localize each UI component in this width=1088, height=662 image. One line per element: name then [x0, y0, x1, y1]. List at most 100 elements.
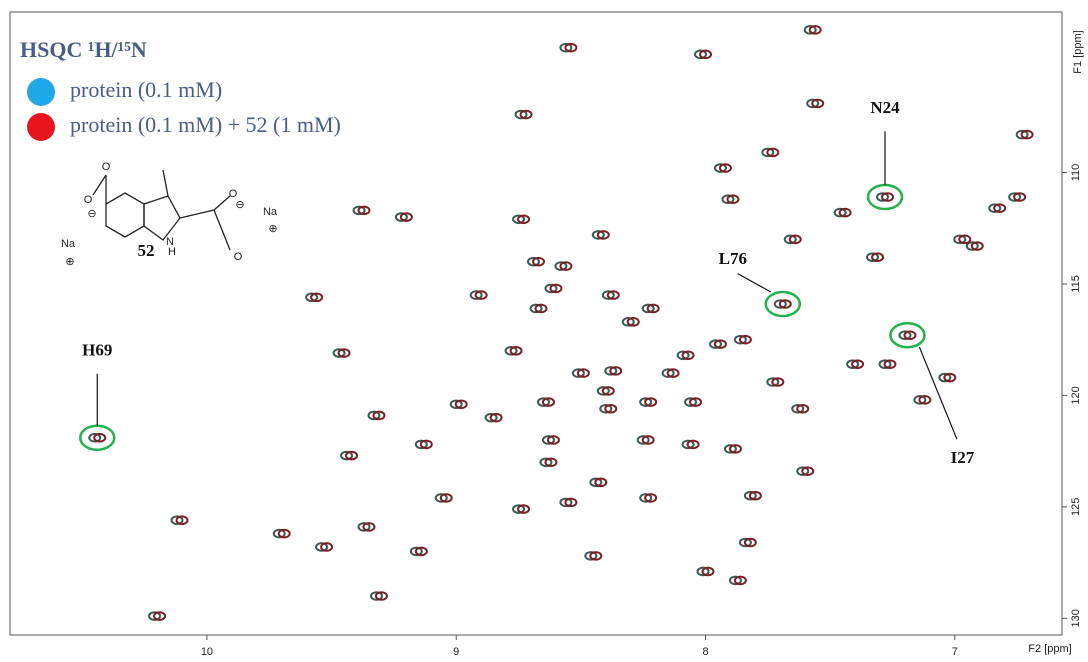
x-axis-label: F2 [ppm] — [1028, 643, 1071, 655]
peak — [918, 395, 932, 405]
peak — [414, 546, 428, 557]
peak — [958, 234, 972, 245]
peak — [883, 359, 897, 369]
peak — [564, 497, 578, 508]
peak — [644, 397, 658, 407]
peak — [681, 350, 695, 361]
peak — [601, 290, 615, 300]
annotation-label: N24 — [870, 98, 900, 117]
peak — [726, 194, 740, 205]
peak — [541, 397, 555, 407]
peak — [733, 575, 747, 586]
peak — [1013, 192, 1027, 202]
peak — [604, 403, 618, 414]
peak — [596, 230, 610, 240]
peak — [871, 252, 885, 262]
molecule-skeleton — [92, 169, 231, 251]
peak — [733, 334, 747, 345]
annotation-circle — [79, 424, 116, 451]
peak — [766, 377, 780, 387]
peak — [517, 504, 531, 514]
peak — [509, 346, 523, 356]
x-tick-label: 10 — [201, 646, 213, 657]
peak — [409, 546, 423, 557]
peak — [474, 290, 488, 300]
peak — [469, 290, 483, 300]
peak — [559, 497, 573, 508]
annotation-label: I27 — [951, 448, 975, 467]
peak — [639, 397, 653, 407]
peak — [808, 25, 822, 35]
atom-label: Na — [263, 206, 278, 218]
peak — [414, 439, 428, 450]
peak — [1008, 192, 1022, 202]
peak — [277, 528, 291, 539]
peak — [546, 435, 560, 445]
atom-label: ⊕ — [268, 223, 277, 235]
peak — [641, 303, 655, 314]
peak — [689, 397, 703, 407]
peak — [367, 410, 381, 421]
peak — [791, 403, 805, 414]
peak — [484, 412, 498, 423]
peak — [357, 522, 371, 532]
peak — [609, 366, 623, 376]
peak — [943, 372, 957, 383]
peak — [773, 299, 787, 309]
peak — [529, 303, 543, 314]
legend-label: protein (0.1 mM) — [70, 77, 222, 102]
annotation-circle — [889, 321, 926, 349]
peak — [419, 439, 433, 450]
peak — [988, 203, 1002, 213]
atom-label: O — [84, 194, 93, 206]
peak — [559, 261, 573, 271]
y-tick-label: 120 — [1070, 386, 1082, 404]
atom-label: O — [234, 251, 243, 263]
peak — [743, 537, 757, 548]
peak — [399, 212, 413, 222]
peak — [676, 350, 690, 361]
peak — [743, 490, 757, 501]
peak — [666, 368, 680, 378]
peak — [315, 542, 329, 552]
peak — [684, 397, 698, 407]
peak — [713, 163, 727, 173]
legend-swatch — [27, 78, 55, 106]
peak — [898, 330, 912, 341]
peak — [761, 147, 775, 158]
peak — [866, 252, 880, 262]
annotation-line — [918, 346, 958, 440]
peak — [728, 444, 742, 454]
peak — [686, 439, 700, 450]
peak — [512, 504, 526, 514]
peak — [838, 207, 852, 218]
annotation-line — [737, 273, 772, 293]
peak — [449, 399, 463, 410]
compound-label: 52 — [138, 241, 155, 260]
annotation-label: H69 — [82, 341, 112, 360]
atom-label: O — [102, 161, 111, 173]
plot-frame — [9, 11, 1063, 636]
peak — [272, 528, 286, 539]
x-tick-label: 8 — [702, 646, 708, 657]
peak — [512, 214, 526, 225]
peak — [970, 241, 984, 251]
peak — [175, 515, 189, 526]
y-tick-label: 130 — [1070, 609, 1082, 627]
peak — [718, 163, 732, 173]
peak — [876, 192, 890, 202]
peak — [559, 42, 573, 53]
peak — [803, 25, 817, 35]
peak — [584, 551, 598, 561]
peak — [953, 234, 967, 245]
peak — [599, 403, 613, 414]
peak — [369, 591, 383, 601]
peak — [305, 292, 319, 303]
peak — [564, 42, 578, 53]
peak — [519, 109, 533, 120]
peak — [589, 477, 603, 488]
peak — [345, 450, 359, 461]
peak — [641, 435, 655, 445]
peak — [337, 348, 351, 358]
peak — [591, 230, 605, 240]
